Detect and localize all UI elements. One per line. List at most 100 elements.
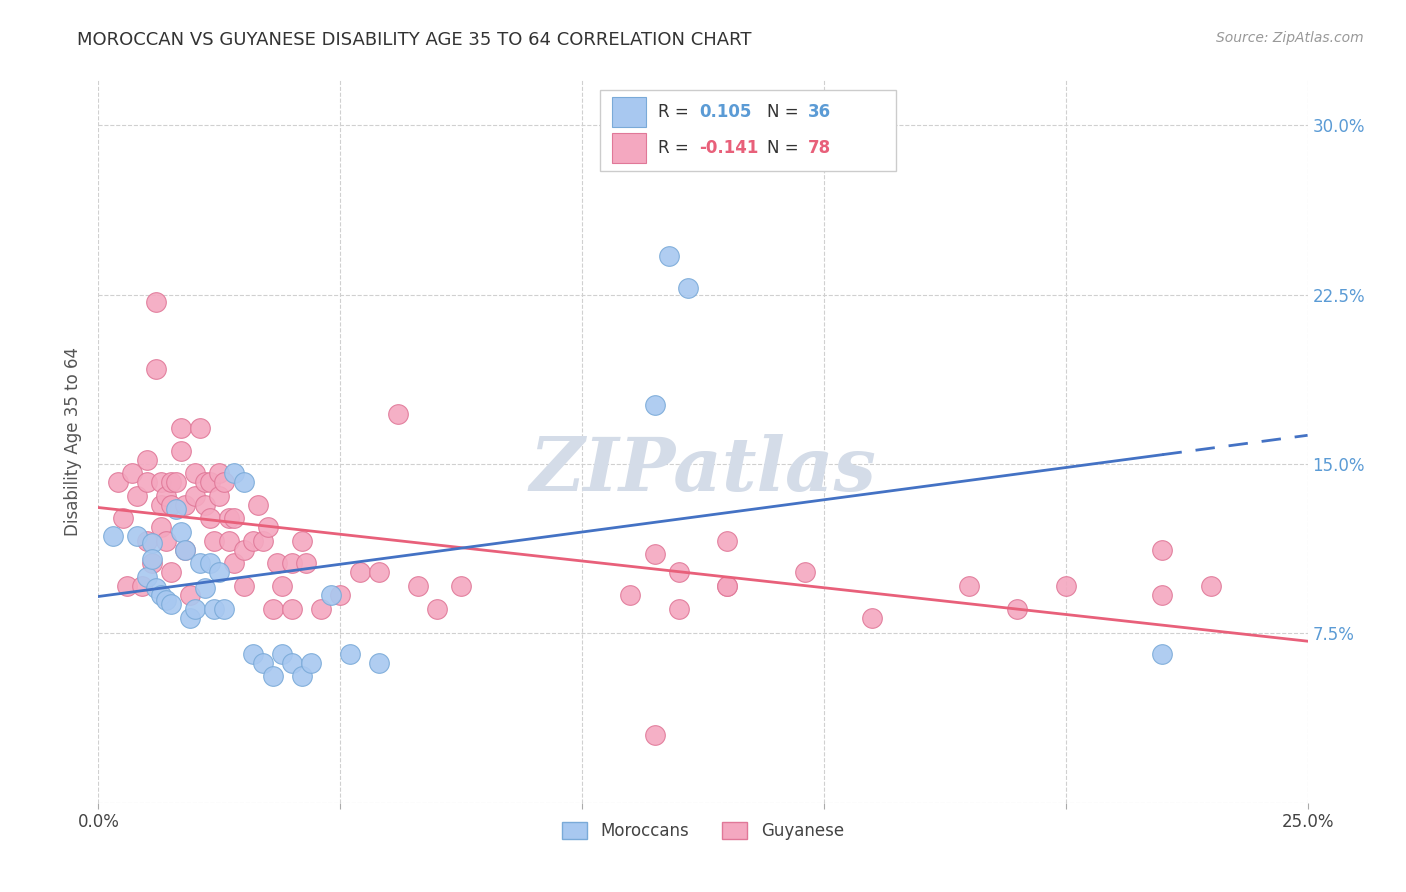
Point [319, 588, 342, 602]
Point [121, 466, 143, 480]
Point [141, 536, 163, 550]
Text: -0.141: -0.141 [699, 139, 759, 157]
Point [668, 601, 690, 615]
Point [150, 475, 173, 490]
Point [387, 408, 409, 422]
Point [406, 579, 429, 593]
Point [101, 529, 124, 543]
Point [793, 566, 815, 580]
Point [169, 421, 191, 435]
Point [194, 475, 217, 490]
Point [349, 566, 371, 580]
Point [145, 294, 167, 309]
Point [131, 579, 153, 593]
Point [117, 579, 139, 593]
Point [179, 610, 201, 624]
Point [339, 647, 361, 661]
Point [242, 533, 264, 548]
Point [1007, 601, 1029, 615]
Point [290, 533, 312, 548]
Point [860, 610, 883, 624]
FancyBboxPatch shape [613, 97, 647, 128]
Point [107, 475, 129, 490]
Point [179, 588, 201, 602]
Point [1054, 579, 1077, 593]
Text: MOROCCAN VS GUYANESE DISABILITY AGE 35 TO 64 CORRELATION CHART: MOROCCAN VS GUYANESE DISABILITY AGE 35 T… [77, 31, 752, 49]
Point [1152, 542, 1174, 557]
Point [368, 566, 391, 580]
Point [222, 511, 245, 525]
Point [222, 557, 245, 571]
Point [212, 601, 235, 615]
Point [271, 579, 294, 593]
Text: R =: R = [658, 139, 695, 157]
Text: R =: R = [658, 103, 695, 121]
Point [329, 588, 352, 602]
Point [309, 601, 332, 615]
Point [150, 588, 173, 602]
Point [678, 281, 700, 295]
Point [252, 533, 274, 548]
Point [644, 398, 666, 412]
Point [212, 475, 235, 490]
Y-axis label: Disability Age 35 to 64: Disability Age 35 to 64 [65, 347, 83, 536]
Point [160, 597, 183, 611]
Point [194, 582, 217, 596]
Point [281, 557, 304, 571]
Point [658, 249, 681, 263]
Point [368, 656, 391, 670]
Point [135, 452, 157, 467]
Point [299, 656, 322, 670]
Point [668, 566, 690, 580]
Point [174, 498, 197, 512]
Point [262, 601, 284, 615]
Point [155, 592, 177, 607]
Point [208, 489, 231, 503]
Point [111, 511, 134, 525]
Text: Source: ZipAtlas.com: Source: ZipAtlas.com [1216, 31, 1364, 45]
Point [127, 489, 149, 503]
Point [204, 533, 226, 548]
Point [155, 489, 177, 503]
Point [252, 656, 274, 670]
FancyBboxPatch shape [613, 133, 647, 163]
Point [135, 533, 157, 548]
Point [184, 601, 207, 615]
Point [716, 533, 738, 548]
Point [644, 548, 666, 562]
Text: 0.105: 0.105 [699, 103, 752, 121]
FancyBboxPatch shape [600, 90, 897, 170]
Point [204, 601, 226, 615]
Point [188, 421, 211, 435]
Point [150, 520, 173, 534]
Point [160, 498, 183, 512]
Text: N =: N = [768, 103, 804, 121]
Text: 78: 78 [808, 139, 831, 157]
Point [160, 475, 183, 490]
Legend: Moroccans, Guyanese: Moroccans, Guyanese [554, 814, 852, 848]
Point [208, 566, 231, 580]
Point [169, 443, 191, 458]
Point [644, 728, 666, 742]
Point [266, 557, 288, 571]
Point [957, 579, 980, 593]
Point [184, 489, 207, 503]
Point [218, 511, 240, 525]
Point [290, 669, 312, 683]
Point [450, 579, 472, 593]
Point [716, 579, 738, 593]
Point [127, 529, 149, 543]
Point [247, 498, 270, 512]
Point [232, 475, 254, 490]
Point [184, 466, 207, 480]
Text: 36: 36 [808, 103, 831, 121]
Point [169, 524, 191, 539]
Point [218, 533, 240, 548]
Point [194, 498, 217, 512]
Point [155, 533, 177, 548]
Point [232, 542, 254, 557]
Point [198, 511, 221, 525]
Point [271, 647, 294, 661]
Point [165, 502, 187, 516]
Point [188, 557, 211, 571]
